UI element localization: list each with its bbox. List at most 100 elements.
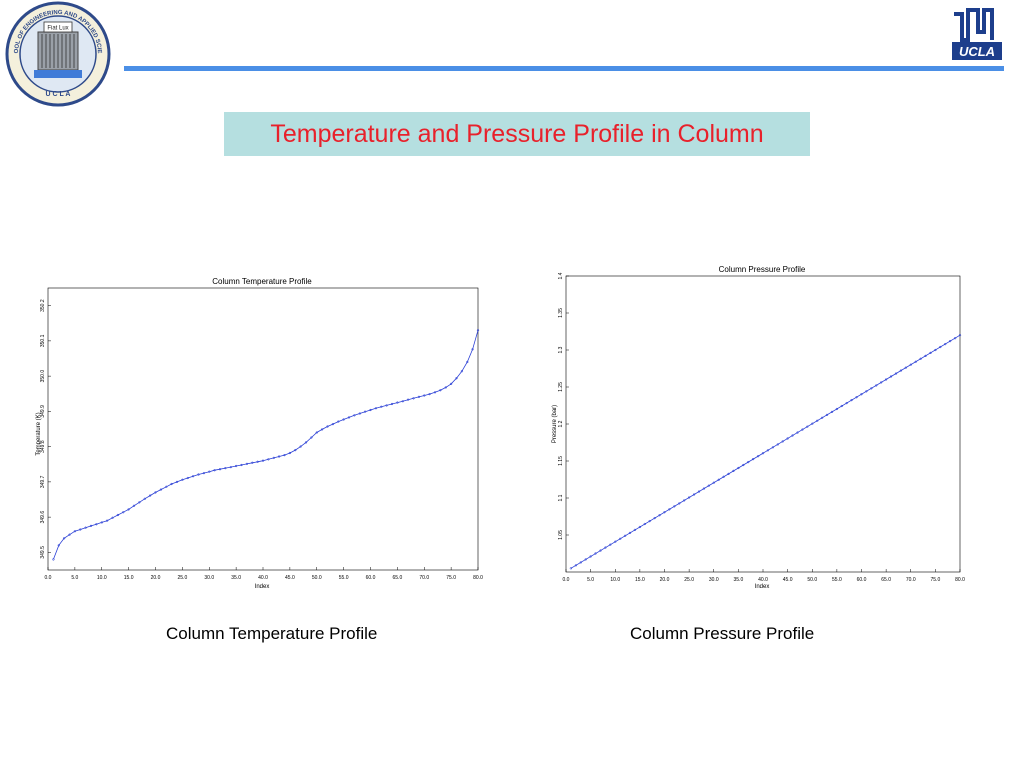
- y-tick-label: 349.7: [40, 475, 46, 488]
- pressure-data-point: [786, 437, 789, 440]
- x-tick-label: 30.0: [709, 577, 719, 583]
- ucla-logo-text: UCLA: [959, 44, 995, 59]
- slide-title: Temperature and Pressure Profile in Colu…: [224, 112, 810, 156]
- y-tick-label: 349.6: [40, 511, 46, 524]
- x-tick-label: 75.0: [446, 575, 456, 581]
- pressure-data-point: [761, 452, 765, 455]
- pressure-data-point: [958, 334, 962, 337]
- x-tick-label: 50.0: [807, 577, 817, 583]
- temperature-data-point: [256, 460, 259, 463]
- pressure-data-point: [860, 393, 863, 396]
- x-tick-label: 55.0: [339, 575, 349, 581]
- pressure-data-point: [791, 434, 794, 437]
- temperature-x-axis-label: Index: [255, 584, 270, 590]
- pressure-data-point: [712, 481, 715, 484]
- pressure-data-point: [944, 342, 947, 346]
- x-tick-label: 55.0: [832, 577, 842, 583]
- temperature-data-point: [277, 455, 281, 458]
- temperature-data-point: [358, 412, 361, 415]
- pressure-data-point: [697, 490, 701, 493]
- pressure-data-point: [811, 422, 814, 425]
- x-tick-label: 65.0: [393, 575, 403, 581]
- temperature-data-point: [331, 422, 335, 426]
- x-tick-label: 35.0: [734, 577, 744, 583]
- temperature-data-point: [299, 445, 302, 448]
- pressure-data-point: [830, 410, 834, 414]
- pressure-data-point: [766, 449, 770, 452]
- pressure-data-point: [845, 401, 848, 405]
- temperature-data-point: [138, 501, 141, 504]
- temperature-caption: Column Temperature Profile: [166, 624, 378, 643]
- temperature-data-point: [353, 414, 356, 417]
- y-tick-label: 349.9: [40, 405, 46, 418]
- pressure-data-point: [678, 502, 681, 505]
- temperature-data-point: [224, 466, 227, 470]
- pressure-data-point: [687, 496, 691, 499]
- temperature-data-point: [288, 451, 292, 455]
- temperature-data-point: [175, 480, 179, 484]
- pressure-data-point: [742, 463, 745, 467]
- temperature-data-point: [186, 476, 189, 480]
- temperature-data-point: [245, 462, 249, 466]
- x-tick-label: 60.0: [857, 577, 867, 583]
- pressure-data-point: [929, 351, 932, 355]
- pressure-data-point: [648, 519, 651, 523]
- pressure-data-point: [747, 460, 750, 464]
- pressure-data-point: [825, 413, 829, 417]
- y-tick-label: 349.8: [40, 440, 46, 453]
- pressure-data-point: [875, 384, 878, 387]
- pressure-chart-title: Column Pressure Profile: [719, 265, 806, 274]
- temperature-data-point: [159, 488, 163, 491]
- pressure-data-point: [609, 543, 612, 546]
- temperature-data-point: [57, 544, 60, 547]
- pressure-data-point: [870, 387, 873, 390]
- temperature-data-point: [342, 418, 345, 421]
- temperature-data-point: [455, 377, 458, 380]
- x-tick-label: 70.0: [419, 575, 429, 581]
- pressure-data-point: [702, 487, 706, 490]
- x-tick-label: 0.0: [45, 575, 52, 581]
- y-tick-label: 349.5: [40, 546, 46, 559]
- pressure-data-point: [953, 337, 957, 340]
- pressure-data-point: [894, 372, 898, 375]
- temperature-data-point: [267, 458, 270, 461]
- pressure-data-point: [796, 431, 799, 434]
- temperature-data-point: [154, 491, 157, 494]
- pressure-data-point: [628, 531, 632, 535]
- pressure-data-point: [801, 428, 804, 431]
- seal-scroll-text: Fiat Lux: [47, 26, 68, 32]
- pressure-data-point: [751, 457, 755, 461]
- x-tick-label: 20.0: [151, 575, 161, 581]
- temperature-series-line: [53, 330, 479, 560]
- pressure-data-point: [623, 534, 627, 537]
- pressure-data-point: [707, 484, 710, 487]
- temperature-data-point: [218, 468, 222, 471]
- pressure-data-point: [909, 363, 912, 366]
- pressure-data-point: [880, 381, 883, 384]
- pressure-data-point: [727, 472, 730, 476]
- temperature-data-point: [208, 470, 211, 473]
- x-tick-label: 80.0: [955, 577, 965, 583]
- x-tick-label: 15.0: [124, 575, 134, 581]
- pressure-data-point: [924, 354, 927, 358]
- pressure-data-point: [722, 475, 725, 478]
- pressure-data-point: [884, 378, 888, 381]
- x-tick-label: 30.0: [204, 575, 214, 581]
- x-tick-label: 70.0: [906, 577, 916, 583]
- temperature-data-point: [466, 360, 469, 364]
- temperature-data-point: [234, 464, 238, 468]
- temperature-data-point: [181, 478, 184, 481]
- pressure-data-point: [599, 549, 602, 552]
- temperature-data-point: [439, 389, 442, 392]
- y-tick-label: 1.2: [558, 420, 564, 427]
- x-tick-label: 45.0: [285, 575, 295, 581]
- pressure-data-point: [806, 425, 809, 428]
- pressure-data-point: [673, 505, 676, 508]
- temperature-data-point: [347, 416, 351, 419]
- pressure-caption: Column Pressure Profile: [630, 624, 815, 643]
- pressure-data-point: [614, 540, 617, 543]
- temperature-data-point: [122, 511, 125, 514]
- x-tick-label: 60.0: [366, 575, 376, 581]
- pressure-data-point: [948, 339, 952, 343]
- temperature-data-point: [143, 497, 146, 500]
